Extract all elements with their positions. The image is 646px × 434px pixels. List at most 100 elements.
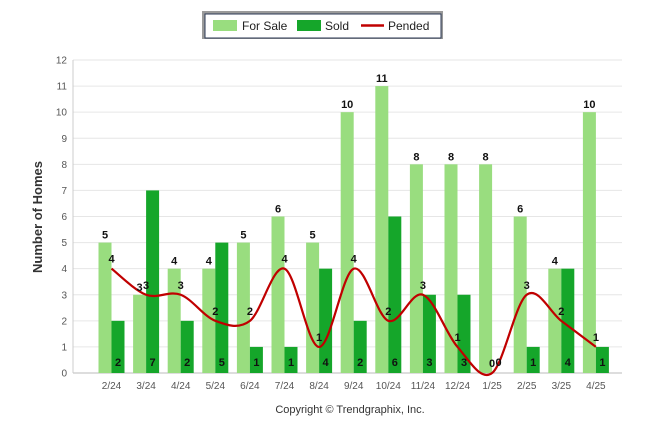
pended-value-label: 3 [524, 280, 530, 292]
x-tick-label: 2/24 [102, 381, 122, 392]
x-axis-ticks: 2/24 3/24 4/24 5/24 6/24 7/24 8/24 9/24 10/24 11/… [102, 381, 606, 392]
for-sale-value-label: 3 [137, 282, 143, 294]
pended-value-label: 1 [316, 332, 322, 344]
sold-value-label: 1 [288, 357, 294, 369]
bar-for-sale [548, 268, 562, 373]
for-sale-value-label: 8 [413, 151, 419, 163]
legend-sold-label: Sold [325, 19, 349, 33]
bar-sold [353, 320, 367, 373]
y-tick-label: 4 [61, 264, 67, 275]
copyright-footer: Copyright © Trendgraphix, Inc. [275, 404, 424, 416]
y-tick-label: 6 [61, 212, 67, 223]
pended-value-label: 3 [178, 280, 184, 292]
pended-value-label: 4 [281, 254, 288, 266]
for-sale-value-label: 5 [102, 230, 108, 242]
sold-value-label: 2 [184, 357, 190, 369]
bar-sold [284, 346, 298, 373]
sold-value-label: 4 [323, 357, 330, 369]
sold-value-label: 1 [530, 357, 536, 369]
sold-value-label: 3 [426, 357, 432, 369]
y-tick-label: 2 [61, 316, 67, 327]
bar-for-sale [236, 242, 250, 373]
bar-sold [146, 190, 160, 373]
x-tick-label: 11/24 [411, 381, 436, 392]
y-tick-label: 0 [61, 369, 67, 380]
y-tick-label: 5 [61, 238, 67, 249]
x-tick-label: 2/25 [517, 381, 537, 392]
legend-for-sale-label: For Sale [242, 19, 288, 33]
legend-pended-label: Pended [388, 19, 429, 33]
y-tick-label: 9 [61, 134, 67, 145]
for-sale-value-label: 4 [552, 256, 559, 268]
for-sale-value-label: 4 [171, 256, 178, 268]
for-sale-value-label: 8 [483, 151, 489, 163]
sold-value-label: 2 [357, 357, 363, 369]
bar-sold [180, 320, 194, 373]
for-sale-value-label: 5 [240, 230, 246, 242]
sold-value-label: 3 [461, 357, 467, 369]
sold-value-label: 5 [219, 357, 225, 369]
bar-for-sale [271, 216, 285, 373]
bar-for-sale [306, 242, 320, 373]
bar-for-sale [444, 164, 458, 373]
bar-sold [111, 320, 125, 373]
pended-line-path [110, 267, 597, 377]
for-sale-value-label: 8 [448, 151, 454, 163]
x-tick-label: 7/24 [275, 381, 295, 392]
pended-line [110, 267, 597, 377]
bar-for-sale [340, 112, 354, 374]
x-tick-label: 12/24 [445, 381, 470, 392]
sold-value-label: 4 [565, 357, 572, 369]
sold-value-label: 1 [253, 357, 259, 369]
pended-value-label: 1 [593, 332, 599, 344]
bar-sold [595, 346, 609, 373]
bars [98, 86, 609, 374]
pended-value-label: 2 [558, 306, 564, 318]
bar-for-sale [98, 242, 112, 373]
y-axis-title: Number of Homes [30, 161, 45, 273]
y-tick-label: 11 [57, 82, 68, 93]
for-sale-value-label: 10 [583, 99, 595, 111]
x-tick-label: 3/24 [136, 381, 156, 392]
pended-value-label: 2 [212, 306, 218, 318]
pended-value-label: 1 [454, 332, 460, 344]
pended-value-label: 3 [143, 280, 149, 292]
sold-value-label: 6 [392, 357, 398, 369]
bar-for-sale [375, 86, 389, 373]
bar-sold [215, 242, 229, 373]
bar-for-sale [202, 268, 216, 373]
y-tick-label: 1 [61, 342, 67, 353]
legend-for-sale-swatch [213, 20, 237, 31]
for-sale-value-label: 10 [341, 99, 353, 111]
legend-sold-swatch [297, 20, 321, 31]
x-tick-label: 9/24 [344, 381, 364, 392]
x-tick-label: 1/25 [482, 381, 502, 392]
pended-value-label: 2 [385, 306, 391, 318]
bar-for-sale [513, 216, 527, 373]
for-sale-value-label: 11 [376, 73, 388, 85]
x-tick-label: 8/24 [309, 381, 329, 392]
x-tick-label: 5/24 [206, 381, 226, 392]
y-tick-label: 7 [61, 186, 67, 197]
bar-for-sale [409, 164, 423, 373]
bar-for-sale [133, 294, 147, 373]
bar-sold [388, 216, 402, 373]
sold-value-label: 1 [599, 357, 605, 369]
y-tick-label: 8 [61, 160, 67, 171]
for-sale-value-label: 6 [517, 204, 523, 216]
for-sale-value-label: 5 [310, 230, 316, 242]
pended-value-label: 4 [351, 254, 358, 266]
bar-sold [319, 268, 333, 373]
x-tick-label: 4/25 [586, 381, 606, 392]
sold-value-label: 0 [496, 357, 502, 369]
x-tick-label: 4/24 [171, 381, 191, 392]
x-tick-label: 6/24 [240, 381, 260, 392]
y-tick-label: 10 [56, 108, 68, 119]
for-sale-value-label: 6 [275, 204, 281, 216]
sold-value-label: 7 [150, 357, 156, 369]
sold-value-label: 2 [115, 357, 121, 369]
bar-for-sale [582, 112, 596, 374]
